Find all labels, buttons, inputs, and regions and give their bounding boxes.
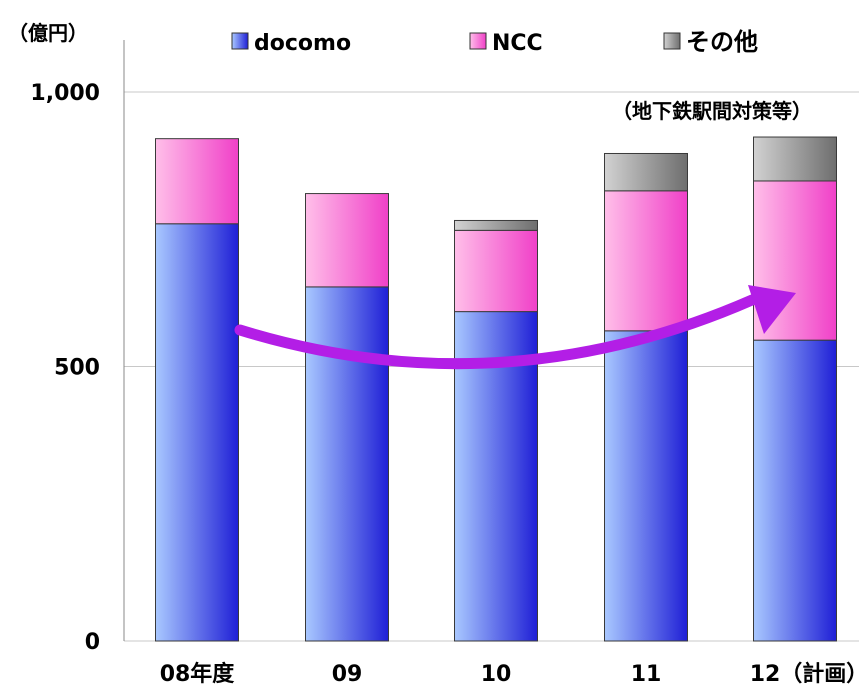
x-tick-labels: 08年度 09 10 11 12（計画） bbox=[160, 661, 859, 687]
y-tick-label: 500 bbox=[54, 356, 100, 381]
bar-docomo bbox=[156, 224, 239, 641]
bars bbox=[156, 137, 837, 641]
bar-docomo bbox=[306, 287, 389, 641]
bar-other bbox=[605, 153, 688, 190]
bar-other bbox=[455, 220, 538, 230]
y-tick-label: 0 bbox=[85, 630, 100, 655]
bar-ncc bbox=[455, 230, 538, 311]
bar-ncc bbox=[156, 139, 239, 224]
x-tick-label: 11 bbox=[631, 662, 662, 687]
y-tick-labels: 0 500 1,000 bbox=[30, 81, 100, 655]
legend-label: docomo bbox=[254, 31, 351, 56]
legend-swatch bbox=[470, 33, 486, 49]
y-tick-label: 1,000 bbox=[30, 81, 100, 106]
x-tick-label: 09 bbox=[332, 662, 363, 687]
legend-label: NCC bbox=[492, 31, 543, 56]
bar-docomo bbox=[754, 340, 837, 641]
bar-ncc bbox=[605, 191, 688, 331]
x-tick-label: 08年度 bbox=[160, 661, 236, 687]
x-tick-label: 10 bbox=[481, 662, 512, 687]
legend-swatch bbox=[664, 33, 680, 49]
bar-ncc bbox=[306, 194, 389, 287]
legend-swatch bbox=[232, 33, 248, 49]
bar-other bbox=[754, 137, 837, 181]
x-tick-label: 12（計画） bbox=[750, 661, 859, 687]
legend-other-note: （地下鉄駅間対策等） bbox=[612, 99, 812, 123]
legend-label: その他 bbox=[686, 28, 758, 56]
y-unit-label: （億円） bbox=[8, 21, 88, 45]
legend: docomo NCC その他 bbox=[232, 28, 758, 56]
bar-docomo bbox=[605, 331, 688, 641]
